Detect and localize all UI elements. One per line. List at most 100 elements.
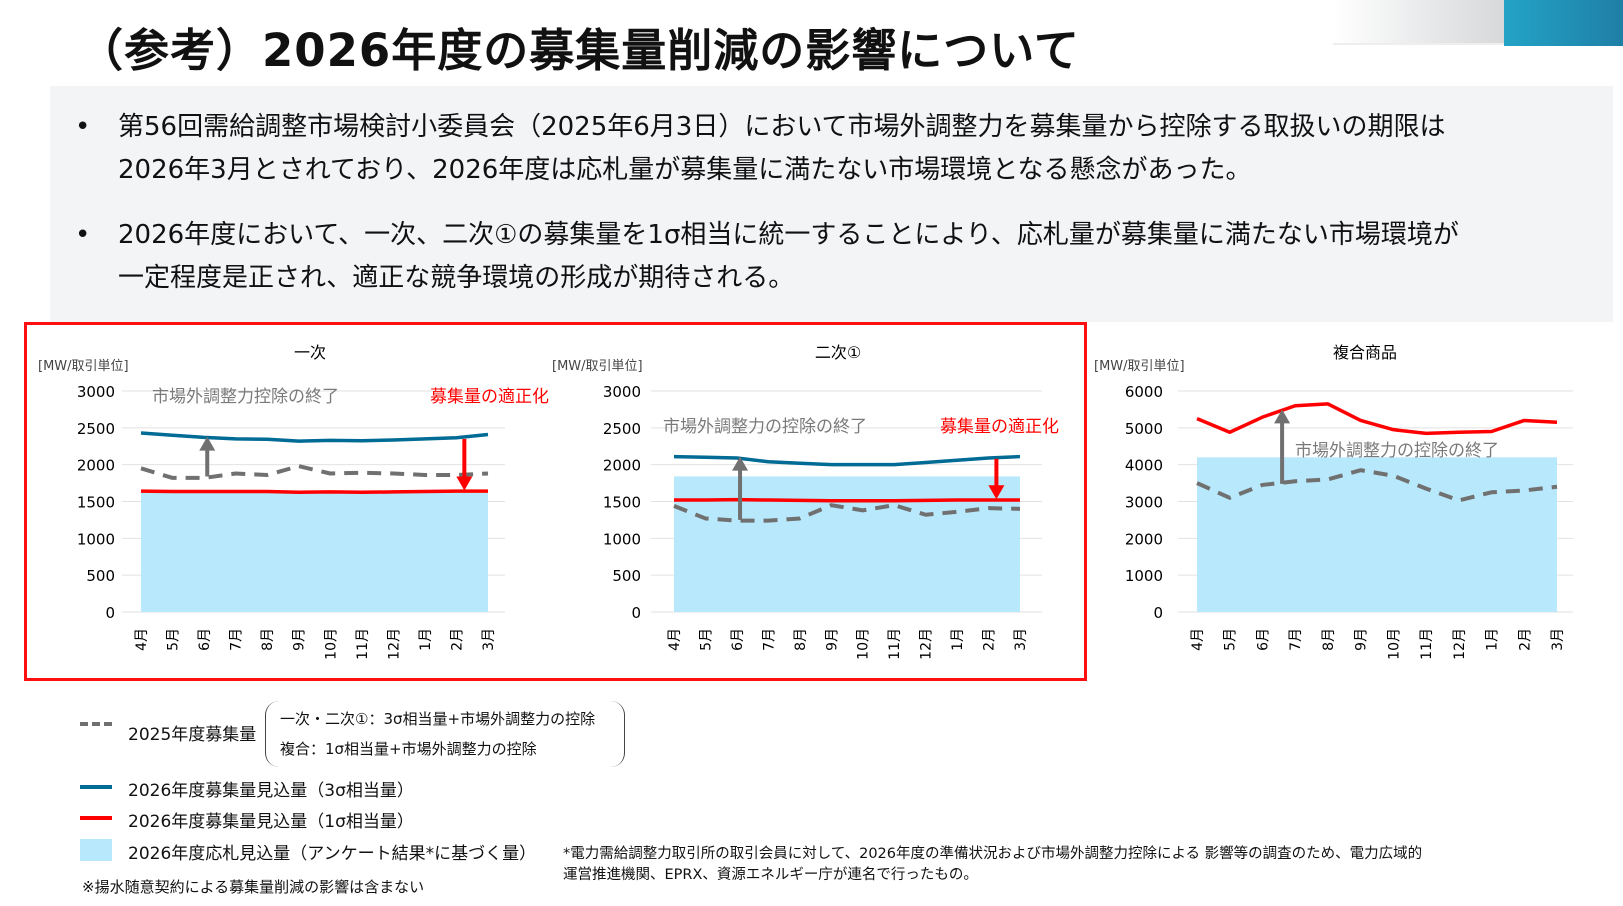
bid-area xyxy=(674,476,1020,612)
x-tick-label: 12月 xyxy=(1452,628,1468,660)
x-tick-label: 9月 xyxy=(1354,628,1370,651)
chart-title: 複合商品 xyxy=(1333,343,1397,362)
chart-title: 一次 xyxy=(294,343,326,362)
legend-fill-label: 2026年度応札見込量（アンケート結果*に基づく量） xyxy=(128,844,537,864)
summary-box: • 第56回需給調整市場検討小委員会（2025年6月3日）において市場外調整力を… xyxy=(50,86,1613,322)
highlight-frame xyxy=(24,322,1087,681)
x-tick-label: 6月 xyxy=(730,628,746,651)
arrow-down-icon xyxy=(988,485,1005,500)
bullet-text-line: 第56回需給調整市場検討小委員会（2025年6月3日）において市場外調整力を募集… xyxy=(118,112,1446,142)
footnote-line: 運営推進機関、EPRX、資源エネルギー庁が連名で行ったもの。 xyxy=(563,867,978,883)
x-tick-label: 5月 xyxy=(1223,628,1239,651)
bid-area xyxy=(1197,457,1557,612)
chart-1: 二次① [MW/取引単位] 0 500 1000 1500 2000 2500 3000 4月 5月… xyxy=(552,343,1059,660)
chart-title: 二次① xyxy=(815,343,861,362)
y-tick-label: 3000 xyxy=(1125,494,1163,512)
y-axis-unit-label: [MW/取引単位] xyxy=(1094,358,1185,374)
annotation-label: 募集量の適正化 xyxy=(430,387,549,407)
x-tick-label: 12月 xyxy=(386,628,402,660)
y-tick-label: 500 xyxy=(612,567,641,585)
legend-dashed-swatch xyxy=(80,722,112,726)
x-tick-label: 7月 xyxy=(761,628,777,651)
y-tick-label: 1500 xyxy=(77,494,115,512)
series-line-dashed xyxy=(1196,468,1558,503)
x-tick-label: 1月 xyxy=(1485,628,1501,651)
y-axis-unit-label: [MW/取引単位] xyxy=(38,358,129,374)
y-tick-label: 2500 xyxy=(603,420,641,438)
arrow-up-icon xyxy=(732,456,749,471)
x-tick-label: 2月 xyxy=(1517,628,1533,651)
footnote-line: *電力需給調整力取引所の取引会員に対して、2026年度の準備状況および市場外調整… xyxy=(563,846,1423,862)
x-tick-label: 8月 xyxy=(260,628,276,651)
bullet-icon: • xyxy=(75,112,91,142)
series-line-dashed xyxy=(140,464,489,480)
y-tick-label: 3000 xyxy=(77,383,115,401)
bullet-text-line: 2026年3月とされており、2026年度は応札量が募集量に満たない市場環境となる… xyxy=(118,155,1252,185)
chart-0: 一次 [MW/取引単位] 0 500 1000 1500 2000 2500 3000 4月 5月 6… xyxy=(38,343,549,660)
series-line-blue xyxy=(140,431,489,443)
header-decoration-blue xyxy=(1504,0,1623,46)
x-tick-label: 11月 xyxy=(887,628,903,660)
arrow-up-icon xyxy=(1274,409,1291,424)
x-tick-label: 10月 xyxy=(856,628,872,660)
annotation-label: 市場外調整力控除の終了 xyxy=(152,387,339,407)
bid-area xyxy=(141,493,488,612)
y-axis-unit-label: [MW/取引単位] xyxy=(552,358,643,374)
bullet-text-line: 一定程度是正され、適正な競争環境の形成が期待される。 xyxy=(118,263,795,293)
x-tick-label: 9月 xyxy=(292,628,308,651)
x-tick-label: 4月 xyxy=(667,628,683,651)
x-tick-label: 9月 xyxy=(824,628,840,651)
chart-2: 複合商品 [MW/取引単位] 0 1000 2000 3000 4000 5000 6000 4月… xyxy=(1094,343,1573,660)
x-tick-label: 7月 xyxy=(1288,628,1304,651)
y-tick-label: 6000 xyxy=(1125,383,1163,401)
x-tick-label: 12月 xyxy=(919,628,935,660)
x-tick-label: 6月 xyxy=(197,628,213,651)
legend-dashed-label: 2025年度募集量 xyxy=(128,725,257,745)
y-tick-label: 5000 xyxy=(1125,420,1163,438)
x-tick-label: 3月 xyxy=(481,628,497,651)
y-tick-label: 2500 xyxy=(77,420,115,438)
bullet-item: • 2026年度において、一次、二次①の募集量を1σ相当に統一することにより、応… xyxy=(75,214,1459,300)
annotation-label: 市場外調整力の控除の終了 xyxy=(1295,441,1499,461)
x-tick-label: 4月 xyxy=(1190,628,1206,651)
legend-blue-label: 2026年度募集量見込量（3σ相当量） xyxy=(128,781,414,801)
x-tick-label: 8月 xyxy=(793,628,809,651)
y-tick-label: 2000 xyxy=(1125,530,1163,548)
x-tick-label: 5月 xyxy=(698,628,714,651)
x-tick-label: 1月 xyxy=(950,628,966,651)
x-tick-label: 11月 xyxy=(1419,628,1435,660)
legend-note: ※揚水随意契約による募集量削減の影響は含まない xyxy=(82,878,425,896)
y-tick-label: 1000 xyxy=(603,530,641,548)
y-tick-label: 2000 xyxy=(77,457,115,475)
x-tick-label: 11月 xyxy=(355,628,371,660)
y-tick-label: 500 xyxy=(86,567,115,585)
legend-blue-swatch xyxy=(80,785,112,789)
bullet-item: • 第56回需給調整市場検討小委員会（2025年6月3日）において市場外調整力を… xyxy=(75,106,1446,192)
y-tick-label: 3000 xyxy=(603,383,641,401)
x-tick-label: 10月 xyxy=(1386,628,1402,660)
y-tick-label: 0 xyxy=(1153,604,1163,622)
y-tick-label: 0 xyxy=(631,604,641,622)
legend-red-swatch xyxy=(80,816,112,820)
series-line-red xyxy=(140,489,488,495)
legend-dashed-detail: 一次・二次①：3σ相当量+市場外調整力の控除 xyxy=(280,710,596,728)
arrow-up-icon xyxy=(199,436,216,451)
annotation-label: 募集量の適正化 xyxy=(940,417,1059,437)
legend-fill-swatch xyxy=(80,839,112,861)
bullet-text-line: 2026年度において、一次、二次①の募集量を1σ相当に統一することにより、応札量… xyxy=(118,220,1459,250)
x-tick-label: 3月 xyxy=(1550,628,1566,651)
arrow-down-icon xyxy=(456,476,473,491)
x-tick-label: 5月 xyxy=(166,628,182,651)
y-tick-label: 1000 xyxy=(77,530,115,548)
x-tick-label: 2月 xyxy=(982,628,998,651)
series-line-red xyxy=(1196,402,1558,436)
legend-bracket xyxy=(265,701,625,767)
legend-dashed-detail: 複合：1σ相当量+市場外調整力の控除 xyxy=(280,740,537,758)
y-tick-label: 0 xyxy=(105,604,115,622)
y-tick-label: 4000 xyxy=(1125,457,1163,475)
x-tick-label: 4月 xyxy=(134,628,150,651)
x-tick-label: 7月 xyxy=(229,628,245,651)
annotation-label: 市場外調整力の控除の終了 xyxy=(663,417,867,437)
bullet-icon: • xyxy=(75,220,91,250)
